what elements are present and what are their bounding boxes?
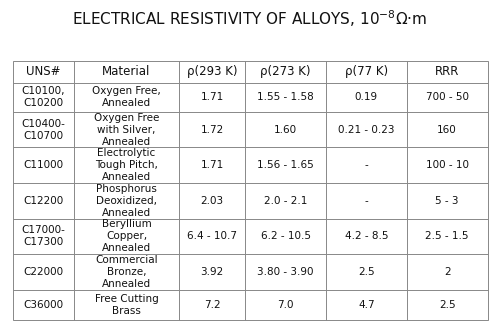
- Bar: [12, 61, 488, 320]
- Text: ELECTRICAL RESISTIVITY OF ALLOYS, $\mathregular{10^{-8}}$Ω·m: ELECTRICAL RESISTIVITY OF ALLOYS, $\math…: [72, 8, 428, 28]
- Text: C17000-
C17300: C17000- C17300: [22, 225, 66, 248]
- Text: C22000: C22000: [24, 267, 64, 277]
- Text: Material: Material: [102, 65, 150, 78]
- Text: RRR: RRR: [435, 65, 460, 78]
- Text: 1.72: 1.72: [200, 125, 224, 135]
- Text: Free Cutting
Brass: Free Cutting Brass: [94, 294, 158, 316]
- Text: 1.56 - 1.65: 1.56 - 1.65: [257, 160, 314, 170]
- Text: 700 - 50: 700 - 50: [426, 92, 469, 102]
- Text: 1.71: 1.71: [200, 160, 224, 170]
- Text: 2.5: 2.5: [439, 300, 456, 310]
- Text: Beryllium
Copper,
Annealed: Beryllium Copper, Annealed: [102, 219, 152, 253]
- Text: Phosphorus
Deoxidized,
Annealed: Phosphorus Deoxidized, Annealed: [96, 184, 157, 218]
- Text: C10400-
C10700: C10400- C10700: [22, 118, 66, 141]
- Text: 6.4 - 10.7: 6.4 - 10.7: [187, 231, 237, 242]
- Text: -: -: [364, 196, 368, 206]
- Text: C12200: C12200: [23, 196, 64, 206]
- Text: 4.7: 4.7: [358, 300, 374, 310]
- Text: 1.71: 1.71: [200, 92, 224, 102]
- Text: 5 - 3: 5 - 3: [436, 196, 459, 206]
- Text: C10100,
C10200: C10100, C10200: [22, 86, 65, 108]
- Text: 0.21 - 0.23: 0.21 - 0.23: [338, 125, 394, 135]
- Text: Oxygen Free,
Annealed: Oxygen Free, Annealed: [92, 86, 161, 108]
- Text: C11000: C11000: [24, 160, 64, 170]
- Text: UNS#: UNS#: [26, 65, 60, 78]
- Text: 1.60: 1.60: [274, 125, 297, 135]
- Text: ρ(293 K): ρ(293 K): [187, 65, 238, 78]
- Text: 4.2 - 8.5: 4.2 - 8.5: [344, 231, 388, 242]
- Text: 2.5: 2.5: [358, 267, 374, 277]
- Text: Oxygen Free
with Silver,
Annealed: Oxygen Free with Silver, Annealed: [94, 113, 159, 147]
- Text: 160: 160: [437, 125, 457, 135]
- Text: 3.80 - 3.90: 3.80 - 3.90: [258, 267, 314, 277]
- Text: Electrolytic
Tough Pitch,
Annealed: Electrolytic Tough Pitch, Annealed: [95, 148, 158, 182]
- Text: 7.2: 7.2: [204, 300, 220, 310]
- Text: 3.92: 3.92: [200, 267, 224, 277]
- Text: 2.03: 2.03: [200, 196, 224, 206]
- Text: 2.0 - 2.1: 2.0 - 2.1: [264, 196, 308, 206]
- Text: 1.55 - 1.58: 1.55 - 1.58: [257, 92, 314, 102]
- Text: 6.2 - 10.5: 6.2 - 10.5: [260, 231, 310, 242]
- Text: ρ(77 K): ρ(77 K): [345, 65, 388, 78]
- Text: 2: 2: [444, 267, 450, 277]
- Text: C36000: C36000: [24, 300, 64, 310]
- Text: Commercial
Bronze,
Annealed: Commercial Bronze, Annealed: [95, 255, 158, 289]
- Text: 2.5 - 1.5: 2.5 - 1.5: [426, 231, 469, 242]
- Text: -: -: [364, 160, 368, 170]
- Text: 7.0: 7.0: [278, 300, 294, 310]
- Text: 100 - 10: 100 - 10: [426, 160, 469, 170]
- Text: ρ(273 K): ρ(273 K): [260, 65, 311, 78]
- Text: 0.19: 0.19: [355, 92, 378, 102]
